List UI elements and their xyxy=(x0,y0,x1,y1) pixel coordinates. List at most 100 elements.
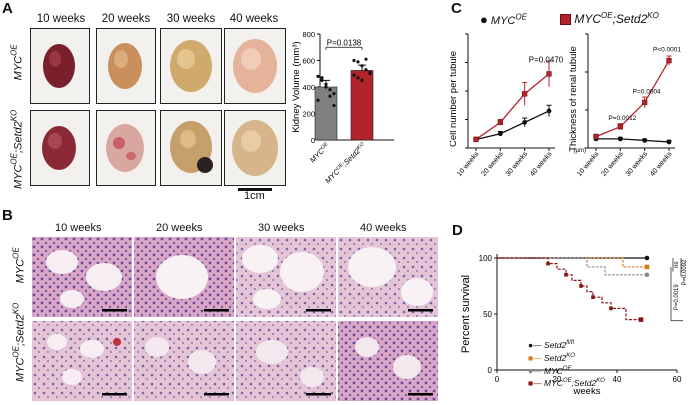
survival-series-2-end xyxy=(644,272,650,278)
col-label-30w: 30 weeks xyxy=(166,13,216,25)
bar-point xyxy=(332,103,336,108)
legend-d-item4: ■— MYCOE;Setd2KO xyxy=(528,378,605,389)
kidney-photo-myc-30w xyxy=(160,28,222,104)
row-label-myc-oe: MYCOE xyxy=(9,44,25,81)
histo-myc-20w xyxy=(134,237,234,317)
cells-chart-x-tick-label: 10 weeks xyxy=(456,150,481,178)
survival-series-3-mark xyxy=(546,261,550,266)
cells-chart-series-0-point xyxy=(522,119,528,125)
histology-images xyxy=(32,237,438,401)
histo-setd2-20w xyxy=(134,321,234,401)
kidney-photo-setd2-10w xyxy=(30,110,90,186)
survival-y-tick-label: 0 xyxy=(488,366,493,375)
survival-pvalue-2: P=0.0019 xyxy=(674,284,680,311)
histo-myc-10w xyxy=(32,237,132,317)
bar-y-tick-label: 400 xyxy=(302,83,315,92)
survival-series-3-mark xyxy=(579,284,583,288)
thickness-chart-x-tick-label: 40 weeks xyxy=(649,150,674,178)
bar-point xyxy=(332,92,336,96)
legend-d: ●— Setd2fl/fl ■— Setd2KO ●— MYCOE ■— MYC… xyxy=(528,338,605,389)
row-label-myc-setd2: MYCOE;Setd2KO xyxy=(9,109,25,190)
thickness-chart-series-0-point xyxy=(666,139,672,145)
kidney-photo-myc-10w xyxy=(30,28,90,104)
histo-setd2-40w xyxy=(338,321,438,401)
kidney-photo-setd2-30w xyxy=(160,110,222,186)
bar-y-label: Kidney Volume (mm³) xyxy=(291,41,302,132)
thickness-chart-y-unit: (µm) xyxy=(574,148,586,154)
survival-pvalue-1: P=0.0092 xyxy=(682,259,688,286)
thickness-chart-series-1-point xyxy=(617,124,623,130)
scale-bar-1cm xyxy=(238,188,272,191)
kidney-photo-setd2-40w xyxy=(224,110,286,186)
survival-x-tick-label: 40 xyxy=(613,375,622,384)
cells-chart-x-tick-label: 40 weeks xyxy=(529,150,554,178)
cells-chart-x-tick-label: 20 weeks xyxy=(480,150,505,178)
bar-point xyxy=(328,94,332,98)
col-label-20w: 20 weeks xyxy=(101,13,151,25)
cells-chart-x-tick-label: 30 weeks xyxy=(505,150,530,178)
bar-y-tick-label: 600 xyxy=(302,57,315,66)
survival-x-tick-label: 20 xyxy=(553,375,562,384)
bar-point xyxy=(324,82,328,86)
survival-y-label: Percent survival xyxy=(460,275,472,353)
survival-x-tick-label: 0 xyxy=(495,375,500,384)
bar-category-label-1: MYCOE;Setd2KO xyxy=(323,141,367,185)
survival-series-3-mark xyxy=(609,306,613,311)
panel-label-b: B xyxy=(2,207,13,224)
histo-setd2-30w xyxy=(236,321,336,401)
survival-y-tick-label: 100 xyxy=(479,254,493,263)
histo-myc-40w xyxy=(338,237,438,317)
bar-point xyxy=(356,60,360,64)
thickness-chart-x-tick-label: 20 weeks xyxy=(600,150,625,178)
histo-row-myc-setd2: MYCOE;Setd2KO xyxy=(11,302,27,383)
cells-chart-series-0-point xyxy=(546,108,552,114)
bar-point xyxy=(360,78,364,82)
bar-y-tick-label: 800 xyxy=(302,30,315,39)
legend-c-item2: MYCOE;Setd2KO xyxy=(560,11,659,26)
bar-point xyxy=(368,72,372,76)
cells-pvalue: P=0.0470 xyxy=(529,56,564,65)
survival-series-1-end xyxy=(644,264,650,270)
thickness-chart-series-1-line xyxy=(595,60,670,138)
bar-point xyxy=(360,64,364,68)
cells-chart-series-1-line xyxy=(475,73,550,140)
thickness-pvalue-2: P=0.0004 xyxy=(633,88,661,95)
cells-chart-y-label: Cell number per tubule xyxy=(450,51,459,147)
survival-x-label: weeks xyxy=(573,386,601,397)
cells-chart-series-1-point xyxy=(522,91,528,97)
scale-bar-label: 1cm xyxy=(244,190,265,202)
survival-series-3-mark xyxy=(591,295,595,299)
kidney-photo-myc-20w xyxy=(96,28,156,104)
thickness-chart-series-1-point xyxy=(593,133,599,140)
cells-chart-series-0-line xyxy=(475,110,550,141)
kidney-photo-myc-40w xyxy=(224,28,286,104)
survival-series-0-end xyxy=(644,255,650,261)
bar-point xyxy=(364,68,368,72)
legend-d-item1: ●— Setd2fl/fl xyxy=(528,339,574,350)
bar-point xyxy=(324,85,328,89)
thickness-chart-y-label: Thickness of renal tubule xyxy=(568,46,579,152)
legend-c-item1: ● MYCOE xyxy=(480,12,527,27)
bar-pvalue: P=0.0138 xyxy=(327,39,362,48)
legend-d-item2: ■— Setd2KO xyxy=(528,352,575,363)
bar-y-tick-label: 0 xyxy=(311,136,315,145)
bar-point xyxy=(316,74,320,78)
legend-d-item3: ●— MYCOE xyxy=(528,365,572,376)
cells-chart-series-0-point xyxy=(497,131,503,137)
histo-col-40w: 40 weeks xyxy=(360,222,407,234)
panel-label-d: D xyxy=(452,222,463,239)
bar-point xyxy=(320,78,324,82)
survival-series-3-mark xyxy=(564,273,568,277)
bar-y-tick-label: 200 xyxy=(302,110,315,119)
survival-y-tick-label: 50 xyxy=(483,310,492,319)
thickness-chart-x-tick-label: 30 weeks xyxy=(625,150,650,178)
histo-col-20w: 20 weeks xyxy=(156,222,203,234)
histo-col-10w: 10 weeks xyxy=(55,222,102,234)
cells-chart-series-1-point xyxy=(546,71,552,77)
bar-point xyxy=(328,88,332,92)
bar-point xyxy=(364,57,368,61)
thickness-chart-series-0-line xyxy=(596,138,670,143)
